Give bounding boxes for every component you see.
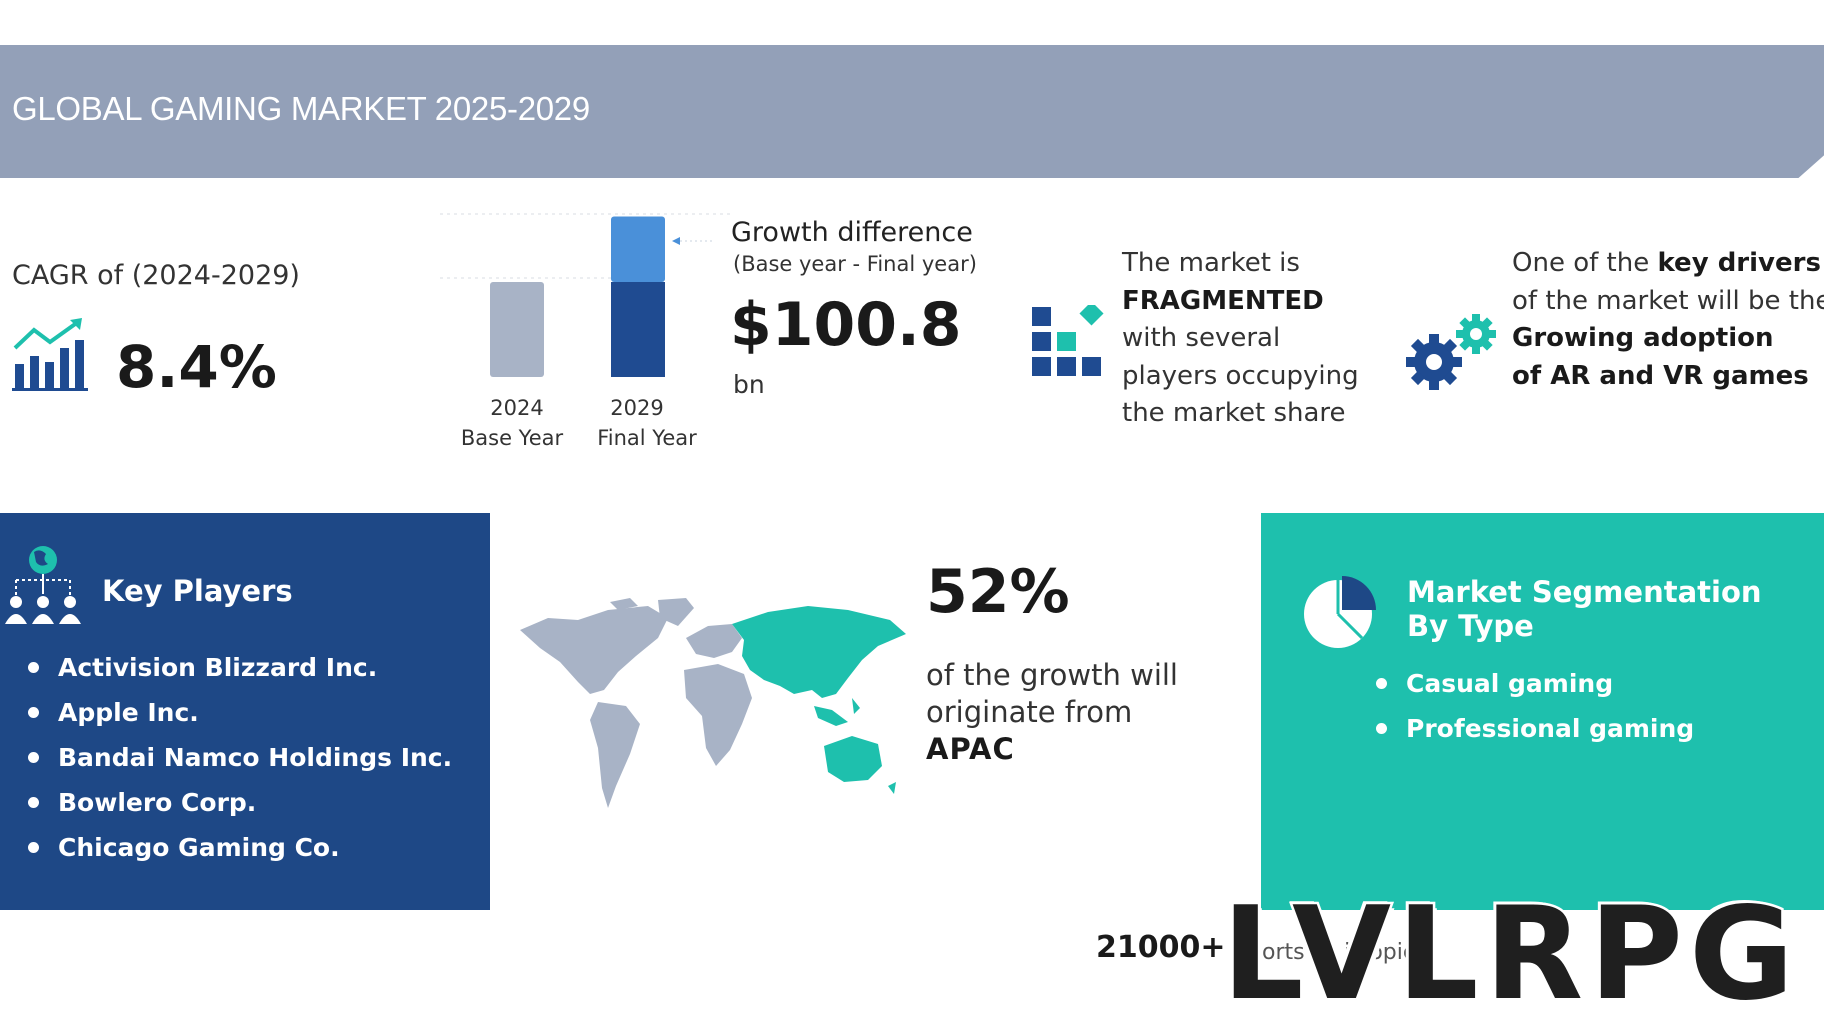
- list-item: Casual gaming: [1376, 668, 1694, 713]
- apac-percent: 52%: [926, 557, 1070, 627]
- list-item: Chicago Gaming Co.: [28, 832, 452, 877]
- list-item: Bowlero Corp.: [28, 787, 452, 832]
- apac-text: of the growth will originate from APAC: [926, 658, 1178, 766]
- bar-2029-growth: [611, 216, 665, 282]
- segmentation-list: Casual gaming Professional gaming: [1376, 668, 1694, 758]
- cagr-label: CAGR of (2024-2029): [12, 260, 300, 291]
- tick-sublabel-2029: Final Year: [597, 426, 697, 450]
- tick-label-2029: 2029: [610, 396, 663, 420]
- fragmented-blocks-icon: [1032, 305, 1104, 376]
- growth-title: Growth difference: [731, 217, 973, 248]
- key-drivers-text: One of the key drivers of the market wil…: [1512, 248, 1824, 391]
- gears-icon: [1406, 314, 1496, 390]
- cagr-value: 8.4%: [116, 333, 277, 401]
- pie-chart-icon: [1304, 576, 1376, 648]
- fragmented-text: The market is FRAGMENTED with several pl…: [1122, 248, 1359, 428]
- watermark-logo: LVLRPG: [1220, 878, 1800, 1029]
- key-players-icon: [5, 546, 81, 624]
- list-item: Activision Blizzard Inc.: [28, 652, 452, 697]
- growth-subtitle: (Base year - Final year): [733, 252, 977, 276]
- tick-label-2024: 2024: [490, 396, 543, 420]
- growth-bar-chart: 2024 Base Year 2029 Final Year: [440, 213, 730, 450]
- growth-chart-icon: [12, 318, 88, 391]
- growth-unit: bn: [733, 370, 765, 399]
- list-item: Bandai Namco Holdings Inc.: [28, 742, 452, 787]
- bar-2024-base: [490, 282, 544, 377]
- world-map-icon: [520, 598, 906, 808]
- segmentation-title: Market Segmentation By Type: [1407, 575, 1762, 643]
- growth-arrow-icon: [672, 237, 680, 245]
- list-item: Professional gaming: [1376, 713, 1694, 758]
- page-title: GLOBAL GAMING MARKET 2025-2029: [12, 90, 590, 127]
- topics-count: 21000+: [1096, 930, 1226, 965]
- key-players-title: Key Players: [102, 574, 293, 608]
- tick-sublabel-2024: Base Year: [461, 426, 564, 450]
- list-item: Apple Inc.: [28, 697, 452, 742]
- key-players-panel: [0, 513, 490, 910]
- topics-text: orts co ic opics: [1262, 940, 1427, 965]
- growth-value: $100.8: [730, 290, 962, 360]
- header-banner: [0, 45, 1824, 178]
- key-players-list: Activision Blizzard Inc. Apple Inc. Band…: [28, 652, 452, 877]
- bar-2029-base: [611, 282, 665, 377]
